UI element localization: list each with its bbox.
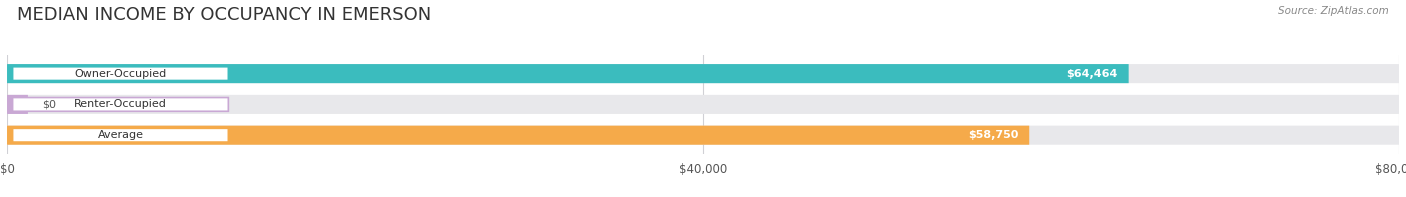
Text: MEDIAN INCOME BY OCCUPANCY IN EMERSON: MEDIAN INCOME BY OCCUPANCY IN EMERSON [17, 6, 432, 24]
Text: Source: ZipAtlas.com: Source: ZipAtlas.com [1278, 6, 1389, 16]
FancyBboxPatch shape [7, 95, 1399, 114]
FancyBboxPatch shape [7, 126, 1029, 145]
Text: Renter-Occupied: Renter-Occupied [75, 99, 167, 109]
FancyBboxPatch shape [7, 95, 28, 114]
Text: Average: Average [97, 130, 143, 140]
FancyBboxPatch shape [13, 98, 228, 111]
FancyBboxPatch shape [7, 64, 1399, 83]
Text: $0: $0 [42, 99, 56, 109]
Text: $64,464: $64,464 [1066, 69, 1118, 79]
FancyBboxPatch shape [7, 126, 1399, 145]
FancyBboxPatch shape [13, 67, 228, 81]
Text: Owner-Occupied: Owner-Occupied [75, 69, 166, 79]
FancyBboxPatch shape [13, 128, 228, 142]
FancyBboxPatch shape [7, 64, 1129, 83]
Text: $58,750: $58,750 [967, 130, 1018, 140]
